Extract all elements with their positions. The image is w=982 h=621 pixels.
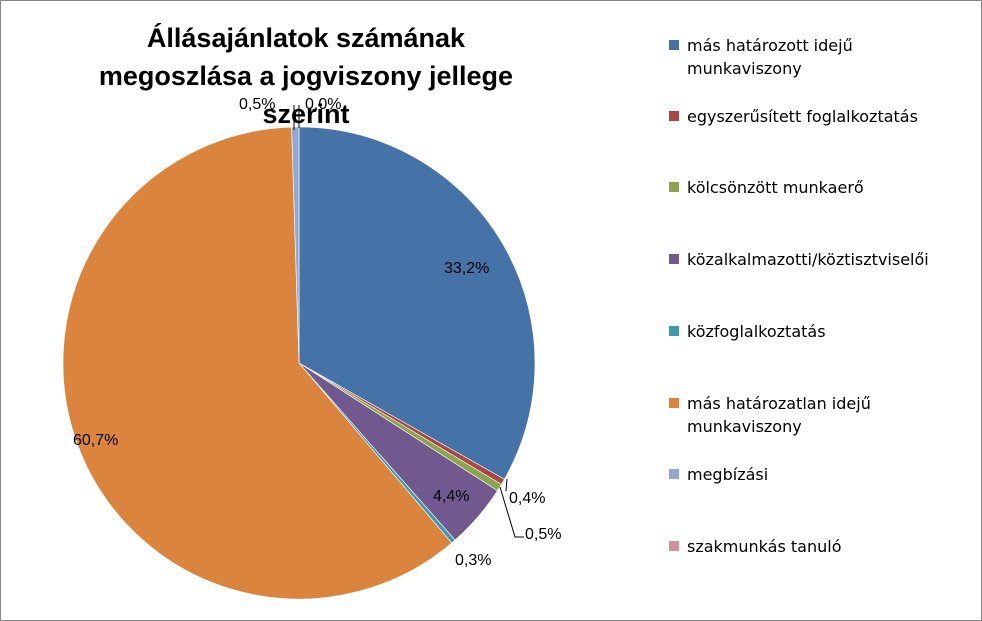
leader-lines: [293, 105, 524, 538]
legend-label: más határozott idejű munkaviszony: [687, 36, 853, 78]
legend-label: szakmunkás tanuló: [687, 537, 842, 556]
legend-item-k-zalkalmazotti-k-ztisztvisel-i: közalkalmazotti/köztisztviselői: [669, 248, 967, 271]
data-label-megb-z-si: 0,5%: [239, 96, 275, 113]
legend-swatch: [669, 111, 679, 121]
legend-swatch: [669, 469, 679, 479]
data-label-egyszer-s-tett-foglalkoztat-s: 0,4%: [509, 490, 545, 507]
legend-swatch: [669, 326, 679, 336]
leader-line-k-lcs-nz-tt-munkaer: [499, 486, 524, 538]
legend-label: más határozatlan idejű munkaviszony: [687, 394, 871, 436]
legend-label: megbízási: [687, 465, 769, 484]
legend-item-k-zfoglalkoztat-s: közfoglalkoztatás: [669, 320, 967, 343]
data-label-m-s-hat-rozatlan-idej-munkaviszony: 60,7%: [73, 432, 118, 449]
legend-item-k-lcs-nz-tt-munkaer: kölcsönzött munkaerő: [669, 176, 967, 199]
data-label-szakmunk-s-tanul: 0,0%: [305, 96, 341, 113]
legend-label: egyszerűsített foglalkoztatás: [687, 107, 918, 126]
pie-slice-m-s-hat-rozatlan-idej-munkaviszony: [62, 126, 453, 600]
leader-line-egyszer-s-tett-foglalkoztat-s: [505, 478, 508, 492]
legend-label: közfoglalkoztatás: [687, 322, 826, 341]
legend-swatch: [669, 40, 679, 50]
data-label-k-lcs-nz-tt-munkaer: 0,5%: [525, 526, 561, 543]
legend-swatch: [669, 254, 679, 264]
chart-title: Állásajánlatok számának megoszlása a jog…: [98, 23, 514, 129]
legend-swatch: [669, 541, 679, 551]
legend-item-egyszer-s-tett-foglalkoztat-s: egyszerűsített foglalkoztatás: [669, 105, 967, 128]
legend-label: kölcsönzött munkaerő: [687, 178, 864, 197]
legend-label: közalkalmazotti/köztisztviselői: [687, 250, 929, 269]
legend: más határozott idejű munkaviszony egyszer…: [669, 1, 969, 620]
legend-swatch: [669, 182, 679, 192]
legend-item-m-s-hat-rozott-idej-munkaviszony: más határozott idejű munkaviszony: [669, 34, 967, 80]
pie-slice-m-s-hat-rozott-idej-munkaviszony: [298, 126, 536, 480]
data-label-k-zfoglalkoztat-s: 0,3%: [455, 552, 491, 569]
legend-swatch: [669, 398, 679, 408]
data-label-m-s-hat-rozott-idej-munkaviszony: 33,2%: [444, 260, 489, 277]
legend-item-szakmunk-s-tanul: szakmunkás tanuló: [669, 535, 967, 558]
pie-slices: [62, 126, 536, 600]
legend-item-m-s-hat-rozatlan-idej-munkaviszony: más határozatlan idejű munkaviszony: [669, 392, 967, 438]
data-labels: 33,2% 0,4% 0,5% 4,4% 0,3% 60,7% 0,5% 0,0%: [73, 96, 561, 569]
data-label-k-zalkalmazotti-k-ztisztvisel-i: 4,4%: [433, 488, 469, 505]
legend-item-megb-z-si: megbízási: [669, 463, 967, 486]
